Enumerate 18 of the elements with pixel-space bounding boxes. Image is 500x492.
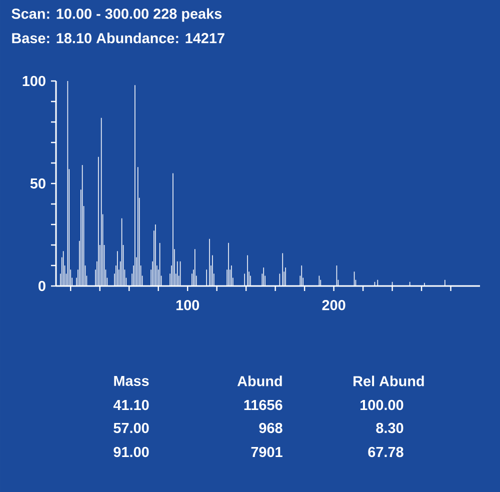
text: 41.10 bbox=[113, 400, 149, 410]
x-tick-label: 200 bbox=[322, 300, 346, 310]
text: 100.00 bbox=[360, 400, 404, 410]
y-tick-label: 100 bbox=[22, 76, 46, 86]
text: 91.00 bbox=[114, 446, 149, 458]
chart-title: Scan: 10.00 - 300.00 228 peaks bbox=[12, 8, 222, 22]
y-tick-label: 50 bbox=[30, 178, 46, 189]
text: Abund bbox=[237, 376, 282, 386]
text: 11656 bbox=[244, 400, 282, 410]
y-tick-label: 0 bbox=[38, 280, 46, 292]
text: 8.30 bbox=[376, 422, 404, 434]
text: Mass bbox=[114, 376, 149, 386]
text: 57.00 bbox=[114, 422, 149, 434]
text: 7901 bbox=[251, 446, 282, 458]
text: Rel Abund bbox=[354, 376, 424, 386]
text: 67.78 bbox=[368, 446, 404, 458]
chart-subtitle: Base: 18.10 Abundance: 14217 bbox=[12, 32, 224, 44]
text: 968 bbox=[259, 422, 282, 434]
